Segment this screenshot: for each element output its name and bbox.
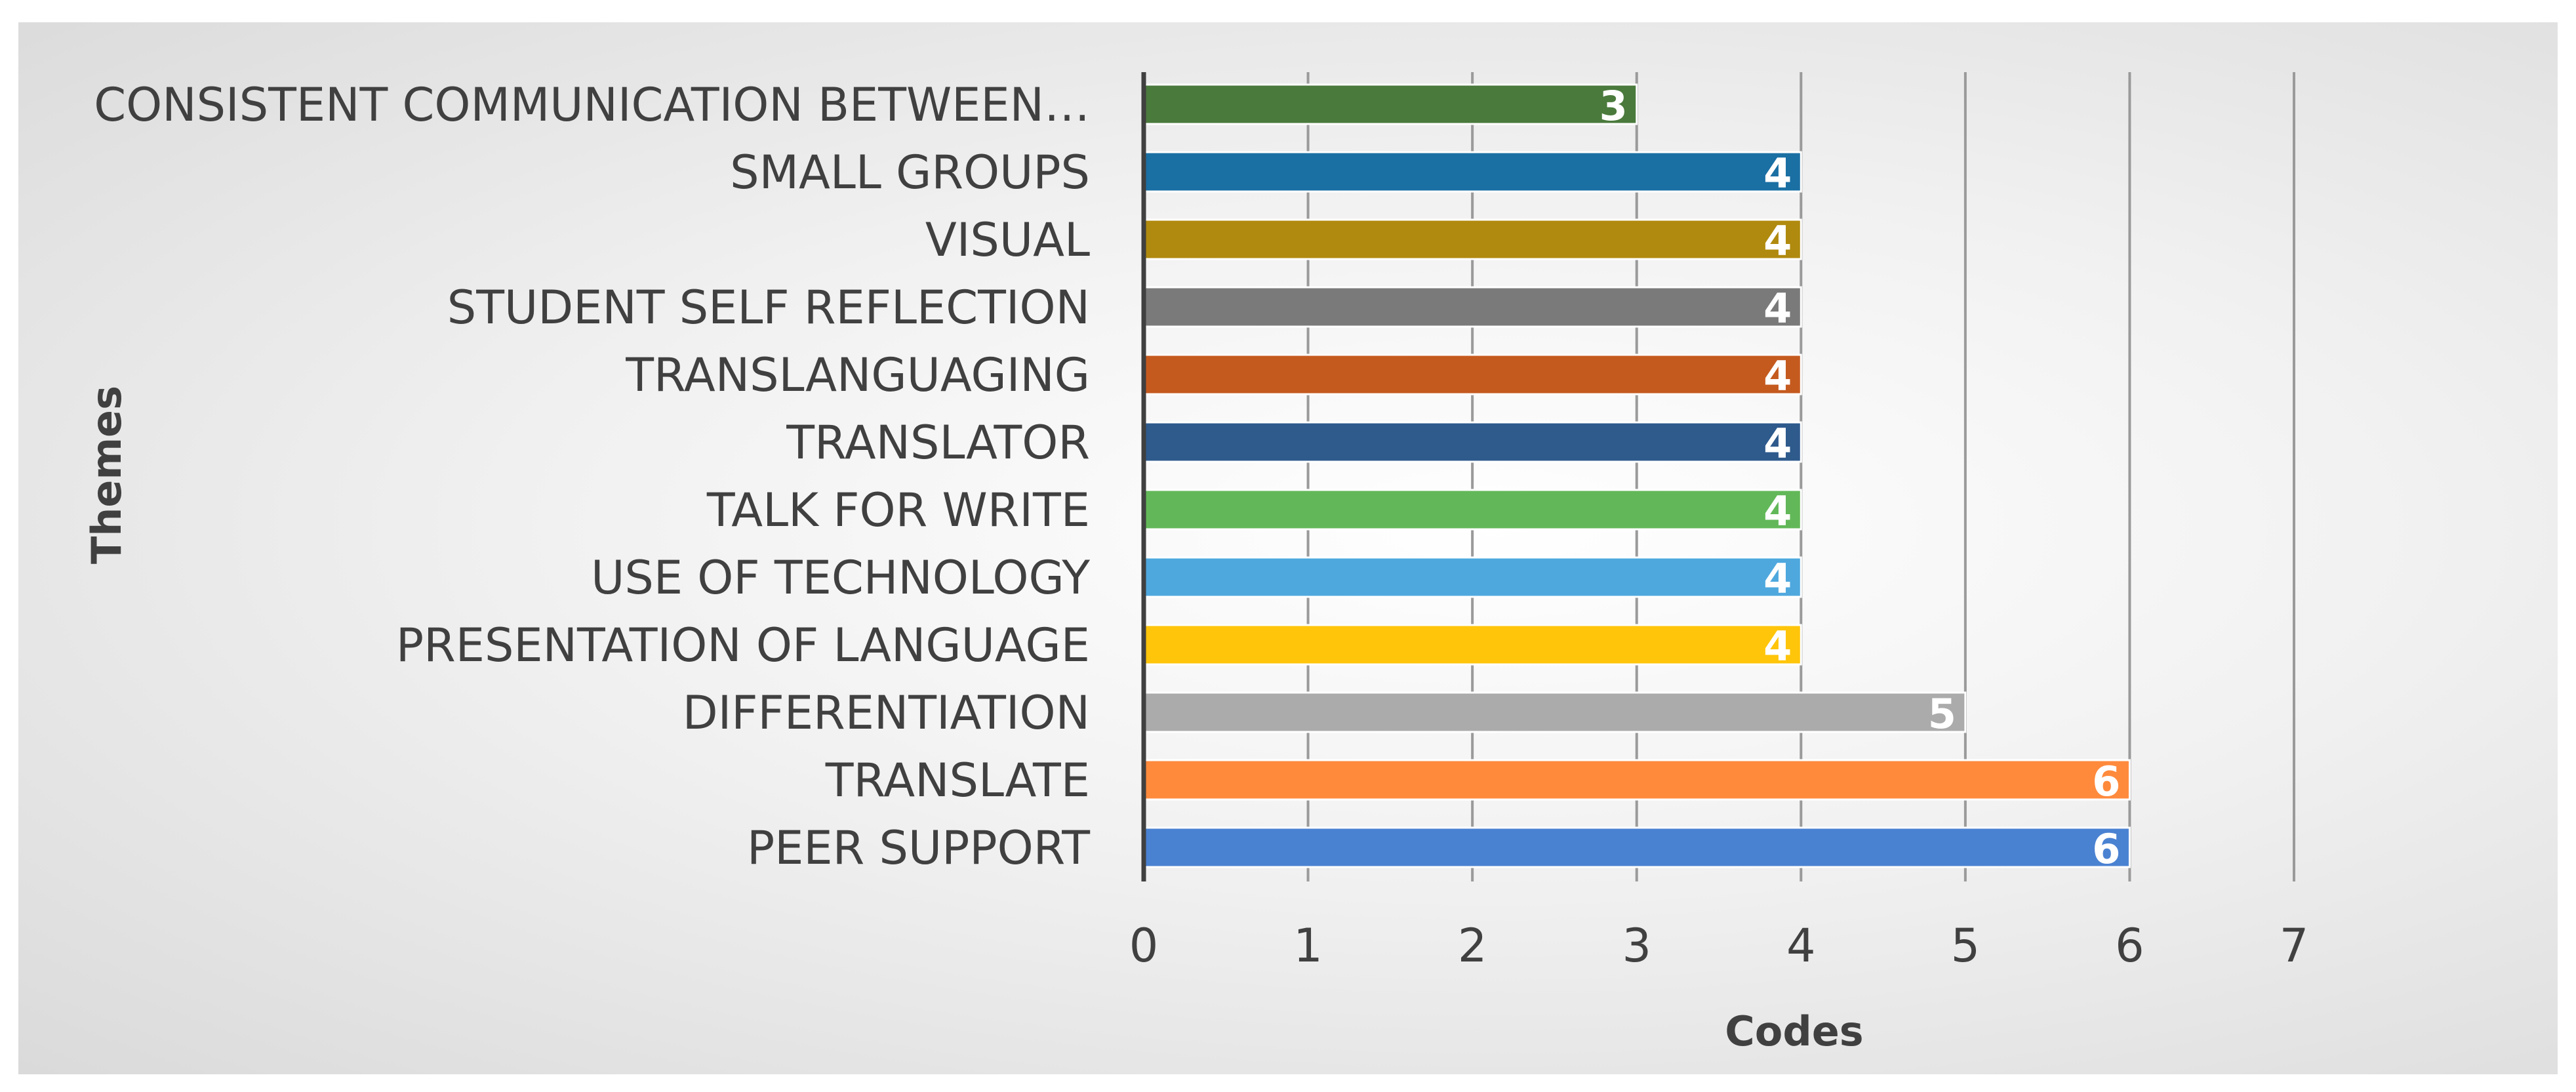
bar (1142, 691, 1967, 733)
category-label: TALK FOR WRITE (706, 483, 1090, 537)
data-label: 4 (1763, 217, 1792, 265)
bar (1142, 421, 1802, 463)
data-label: 3 (1600, 82, 1628, 130)
category-label: DIFFERENTIATION (683, 686, 1090, 740)
data-label: 4 (1763, 352, 1792, 400)
bar (1142, 151, 1802, 193)
x-tick-labels: 0 1 2 3 4 5 6 7 (1129, 919, 2309, 973)
data-label: 5 (1928, 690, 1956, 738)
data-label: 4 (1763, 555, 1792, 603)
x-tick-label: 6 (2115, 919, 2144, 973)
category-label: PRESENTATION OF LANGUAGE (396, 618, 1090, 672)
category-label: PEER SUPPORT (747, 821, 1090, 875)
category-label: USE OF TECHNOLOGY (591, 551, 1090, 605)
data-label: 4 (1763, 622, 1792, 670)
bar (1142, 826, 2131, 868)
category-label: TRANSLATE (825, 754, 1090, 807)
data-labels: 3 4 4 4 4 4 4 4 4 5 6 6 (1600, 82, 2121, 873)
bar (1142, 354, 1802, 395)
bar (1142, 624, 1802, 666)
data-label: 4 (1763, 487, 1792, 535)
bar (1142, 218, 1802, 260)
bar (1142, 286, 1802, 328)
data-label: 4 (1763, 150, 1792, 197)
x-tick-label: 2 (1458, 919, 1487, 973)
x-tick-label: 0 (1129, 919, 1159, 973)
x-tick-label: 3 (1622, 919, 1651, 973)
x-axis-title: Codes (1725, 1007, 1863, 1055)
category-labels: CONSISTENT COMMUNICATION BETWEEN… SMALL G… (94, 78, 1090, 875)
chart-frame: CONSISTENT COMMUNICATION BETWEEN… SMALL G… (18, 22, 2558, 1074)
category-label: CONSISTENT COMMUNICATION BETWEEN… (94, 78, 1090, 132)
data-label: 4 (1763, 420, 1792, 468)
bar (1142, 759, 2131, 801)
x-tick-label: 5 (1951, 919, 1981, 973)
data-label: 4 (1763, 285, 1792, 333)
y-axis-title: Themes (83, 386, 131, 564)
category-label: VISUAL (925, 213, 1090, 267)
category-label: STUDENT SELF REFLECTION (447, 281, 1090, 334)
bars (1142, 83, 2131, 868)
x-tick-label: 4 (1786, 919, 1816, 973)
bar (1142, 556, 1802, 598)
category-label: TRANSLATOR (786, 416, 1090, 470)
x-tick-label: 1 (1293, 919, 1323, 973)
bar (1142, 83, 1638, 125)
category-label: TRANSLANGUAGING (625, 348, 1090, 402)
gridlines (1306, 72, 2295, 881)
bar-chart: CONSISTENT COMMUNICATION BETWEEN… SMALL G… (83, 72, 2309, 1055)
bar (1142, 489, 1802, 531)
data-label: 6 (2092, 758, 2120, 805)
x-tick-label: 7 (2280, 919, 2309, 973)
category-label: SMALL GROUPS (730, 146, 1090, 199)
data-label: 6 (2092, 825, 2120, 873)
